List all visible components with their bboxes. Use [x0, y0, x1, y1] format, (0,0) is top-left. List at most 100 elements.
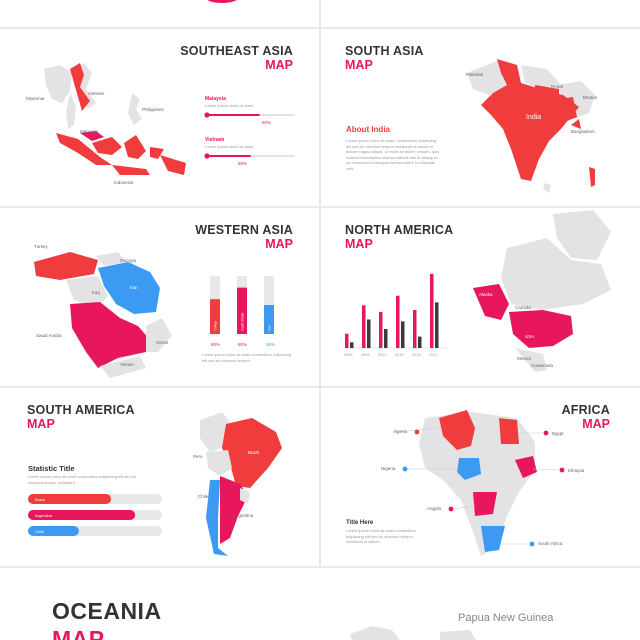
- bar-label-brazil: Brazil: [35, 497, 46, 502]
- slide-title: NORTH AMERICA: [345, 223, 454, 237]
- bar-brazil: [28, 494, 112, 504]
- bar-2012-s1: [379, 311, 383, 348]
- label-turkey: Turkey: [34, 244, 48, 249]
- label-philippines: Philippines: [142, 107, 164, 112]
- slide-subtitle: MAP: [27, 417, 55, 431]
- slide-top-left: [0, 0, 319, 27]
- x-tick-label: 2021: [429, 353, 437, 357]
- bar-2015-s2: [401, 321, 405, 348]
- bar-argentina: [28, 510, 136, 520]
- text-body: Lorem ipsum dolor sit amet consectetur a…: [346, 528, 417, 544]
- label-chile: Chile: [198, 494, 209, 499]
- bar-label: Iran: [268, 325, 272, 331]
- north-america-map: [473, 210, 611, 372]
- stat-label: Malaysia: [205, 96, 226, 102]
- slide-title: SOUTHEAST ASIA: [180, 44, 293, 58]
- slide-subtitle: MAP: [52, 626, 105, 640]
- label-peru: Peru: [193, 454, 203, 459]
- slide-subtitle: MAP: [582, 417, 610, 431]
- label-ethiopia: Ethiopia: [568, 468, 585, 473]
- bar-2009-s2: [367, 319, 371, 348]
- bar-2015-s1: [396, 295, 400, 348]
- label-pakistan: Pakistan: [466, 72, 484, 77]
- bar-chile: [28, 526, 79, 536]
- slide-title: AFRICA: [561, 403, 610, 417]
- slider-knob: [204, 153, 210, 159]
- label-nigeria: Nigeria: [381, 466, 396, 471]
- slide-title: WESTERN ASIA: [195, 223, 293, 237]
- slide-subtitle: MAP: [265, 237, 293, 251]
- label-angola: Angola: [427, 506, 442, 511]
- stat-desc: Lorem ipsum dolor sit amet: [205, 103, 254, 108]
- south-asia-map: [467, 59, 595, 193]
- western-asia-map: [34, 252, 172, 378]
- label-usa: USA: [525, 334, 535, 339]
- south-america-map: [200, 412, 282, 556]
- slide-subtitle: MAP: [265, 58, 293, 72]
- slide-title: SOUTH ASIA: [345, 44, 424, 58]
- slide-south-asia[interactable]: SOUTH ASIA MAP Pakistan Nepal Bhutan Ind…: [321, 29, 640, 206]
- slide-title: SOUTH AMERICA: [27, 403, 135, 417]
- stat-title: Statistic Title: [28, 464, 75, 473]
- bar-saudi-arabia: [237, 287, 247, 334]
- label-vietnam: Vietnam: [88, 91, 105, 96]
- slide-western-asia[interactable]: WESTERN ASIA MAP Turkey Georgia Iraq Ira…: [0, 208, 319, 386]
- label-guatemala: Guatemala: [531, 363, 554, 368]
- bar-2021-s2: [435, 302, 439, 348]
- africa-map: [393, 410, 565, 556]
- label-brazil: Brazil: [248, 450, 260, 455]
- stat-value: 60%: [262, 120, 272, 125]
- slide-title: OCEANIA: [52, 598, 162, 624]
- label-argentina: Argentina: [234, 513, 254, 518]
- bar-label-argentina: Argentina: [35, 513, 53, 518]
- western-asia-bar-chart: Turkey Saudi Arabia Iran: [210, 276, 274, 334]
- slide-southeast-asia[interactable]: SOUTHEAST ASIA MAP Myanmar Vietnam Phili…: [0, 29, 319, 206]
- slide-north-america[interactable]: NORTH AMERICA MAP 2006 2009 2012 2015 2018 20…: [321, 208, 640, 386]
- bar-2021-s1: [430, 273, 434, 348]
- bar-turkey: [210, 299, 220, 334]
- label-oman: Oman: [156, 340, 169, 345]
- x-tick-label: 2015: [395, 353, 403, 357]
- label-canada: Canada: [515, 305, 531, 310]
- slider-fill: [207, 114, 260, 116]
- bar-2018-s2: [418, 336, 422, 348]
- slide-top-right: [321, 0, 640, 27]
- text-title: Title Here: [346, 520, 374, 526]
- slider-knob: [204, 112, 210, 118]
- stat-desc: Lorem ipsum dolor sit amet: [205, 144, 254, 149]
- south-america-progress-bars: [28, 494, 162, 536]
- x-tick-label: 2009: [361, 353, 369, 357]
- label-bangladesh: Bangladesh: [571, 129, 595, 134]
- stat-sliders: [204, 112, 295, 159]
- slide-south-america[interactable]: SOUTH AMERICA MAP Statistic Title Lorem …: [0, 388, 319, 566]
- bar-label: Turkey: [214, 321, 218, 331]
- label-mexico: Mexico: [517, 356, 532, 361]
- stat-text: Lorem ipsum dolor sit amet consectetur a…: [28, 474, 137, 485]
- bar-value-iran: 50%: [266, 342, 276, 347]
- southeast-asia-map: [44, 63, 186, 175]
- x-tick-label: 2018: [412, 353, 420, 357]
- label-algeria: Algeria: [393, 429, 408, 434]
- slide-africa[interactable]: AFRICA MAP Algeria Egypt Nigeria Ethiopi…: [321, 388, 640, 566]
- label-saudi-arabia: Saudi Arabia: [36, 333, 62, 338]
- slide-subtitle: MAP: [345, 237, 373, 251]
- bar-2006-s1: [345, 333, 349, 348]
- label-bhutan: Bhutan: [583, 95, 598, 100]
- label-iraq: Iraq: [92, 290, 100, 295]
- bar-2006-s2: [350, 342, 354, 348]
- slide-subtitle: MAP: [345, 58, 373, 72]
- bar-2009-s1: [362, 305, 366, 348]
- north-america-bar-chart: 2006 2009 2012 2015 2018 2021: [343, 273, 447, 357]
- oceania-map: [350, 626, 476, 640]
- x-tick-label: 2006: [344, 353, 352, 357]
- slide-oceania[interactable]: OCEANIA MAP Papua New Guinea: [0, 568, 640, 640]
- label-iran: Iran: [130, 285, 138, 290]
- label-south-africa: South Africa: [538, 541, 563, 546]
- label-malaysia: Malaysia: [80, 129, 98, 134]
- bar-2018-s1: [413, 310, 417, 348]
- bar-iran: [264, 305, 274, 334]
- label-india: India: [526, 114, 542, 121]
- stat-label: Vietnam: [205, 137, 225, 143]
- stat-value: 50%: [238, 161, 248, 166]
- x-tick-label: 2012: [378, 353, 386, 357]
